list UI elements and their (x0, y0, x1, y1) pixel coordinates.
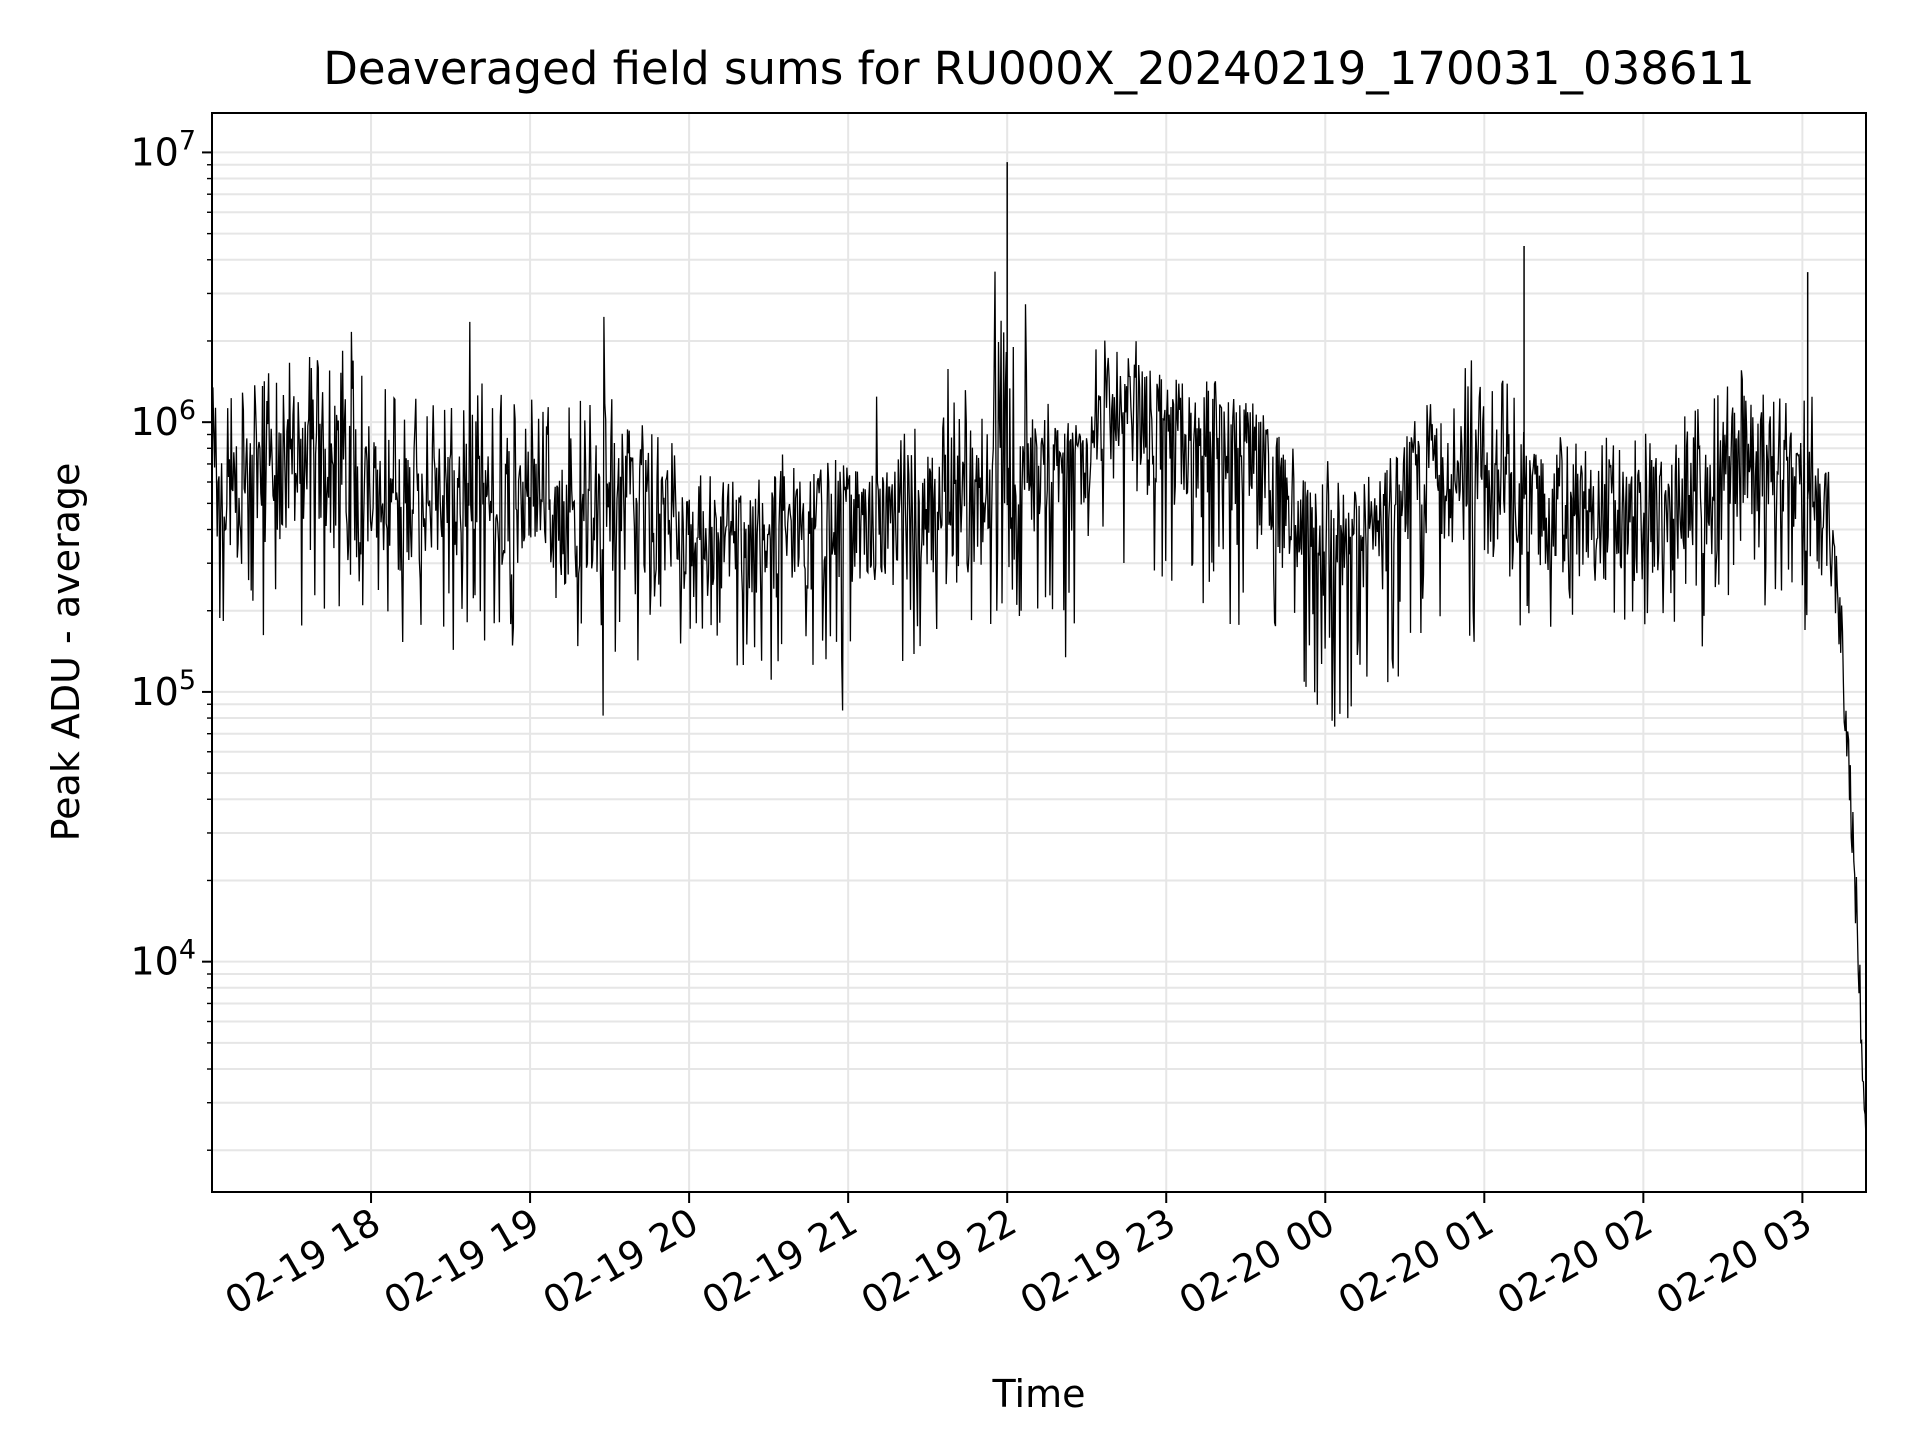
y-axis: 104 105 106 107 (130, 125, 212, 1151)
plot-area (212, 162, 1866, 1139)
axes-frame (211, 112, 1867, 1193)
y-tick-label: 105 (130, 665, 196, 714)
y-tick-label: 106 (130, 395, 196, 444)
y-tick-label: 107 (130, 125, 196, 174)
chart-title: Deaveraged field sums for RU000X_2024021… (323, 42, 1755, 95)
series-line (212, 271, 1866, 1139)
x-axis-label: Time (992, 1372, 1086, 1416)
y-axis-label: Peak ADU - average (44, 463, 88, 842)
y-tick-label: 104 (130, 935, 196, 984)
